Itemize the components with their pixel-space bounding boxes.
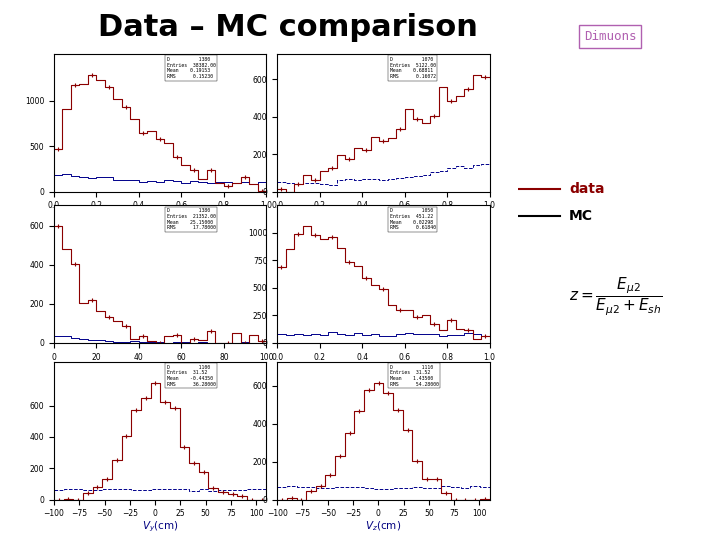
Text: MC: MC [569,209,593,223]
Text: D          1380
Entries  38382.00
Mean    0.19153
RMS      0.15230: D 1380 Entries 38382.00 Mean 0.19153 RMS… [166,57,215,79]
Text: Dimuons: Dimuons [584,30,636,43]
X-axis label: $z$: $z$ [379,363,387,373]
Text: $z = \dfrac{E_{\mu 2}}{E_{\mu 2} + E_{sh}}$: $z = \dfrac{E_{\mu 2}}{E_{\mu 2} + E_{sh… [569,276,662,318]
Text: D          1110
Entries  31.52
Mean    1.43500
RMS      54.28000: D 1110 Entries 31.52 Mean 1.43500 RMS 54… [390,364,438,387]
Text: D          1070
Entries  5122.00
Mean    0.68811
RMS      0.16072: D 1070 Entries 5122.00 Mean 0.68811 RMS … [390,57,436,79]
X-axis label: $V_z\mathrm{(cm)}$: $V_z\mathrm{(cm)}$ [365,519,402,533]
Text: Data – MC comparison: Data – MC comparison [98,14,478,43]
Text: D          1100
Entries  31.52
Mean    -0.44350
RMS      36.28000: D 1100 Entries 31.52 Mean -0.44350 RMS 3… [166,364,215,387]
X-axis label: $x$: $x$ [156,212,165,222]
X-axis label: $y$: $y$ [379,212,388,224]
Text: D          1380
Entries  21352.00
Mean    25.15000
RMS      17.78000: D 1380 Entries 21352.00 Mean 25.15000 RM… [166,208,215,231]
Text: data: data [569,182,605,196]
X-axis label: $Q^2\ (\mathrm{GeV^2})$: $Q^2\ (\mathrm{GeV^2})$ [135,363,185,378]
X-axis label: $V_y\mathrm{(cm)}$: $V_y\mathrm{(cm)}$ [142,519,179,534]
Text: D          1050
Entries  451.22
Mean    0.02298
RMS      0.61840: D 1050 Entries 451.22 Mean 0.02298 RMS 0… [390,208,436,231]
